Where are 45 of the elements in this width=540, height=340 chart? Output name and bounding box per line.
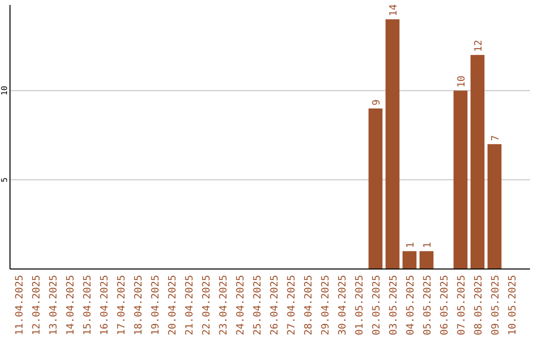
- x-tick-label: 26.04.2025: [270, 275, 280, 336]
- data-label: 7: [490, 135, 502, 142]
- x-tick-label: 14.04.2025: [66, 275, 76, 336]
- x-tick-label: 29.04.2025: [320, 275, 332, 336]
- x-tick-label: 02.05.2025: [372, 275, 382, 336]
- bar: [368, 108, 382, 269]
- bar: [402, 251, 416, 269]
- data-label: 9: [372, 99, 382, 106]
- data-label: 1: [406, 242, 416, 248]
- data-label: 12: [474, 40, 484, 52]
- x-tick-label: 23.04.2025: [218, 275, 230, 336]
- data-label: 10: [456, 76, 468, 88]
- x-tick-label: 11.04.2025: [14, 275, 26, 336]
- x-tick-label: 12.04.2025: [32, 275, 42, 336]
- x-tick-label: 01.05.2025: [354, 275, 366, 336]
- data-label: 14: [388, 4, 400, 16]
- bar: [386, 19, 400, 269]
- x-tick-label: 25.04.2025: [252, 275, 264, 336]
- x-tick-label: 18.04.2025: [134, 275, 144, 336]
- y-tick-label: 5: [0, 177, 9, 182]
- bar: [470, 54, 484, 269]
- bar: [420, 251, 434, 269]
- data-label: 1: [422, 242, 434, 248]
- x-tick-label: 05.05.2025: [422, 275, 434, 336]
- x-tick-label: 03.05.2025: [388, 275, 400, 336]
- x-tick-label: 21.04.2025: [184, 275, 196, 336]
- x-tick-label: 08.05.2025: [474, 275, 484, 336]
- x-tick-label: 28.04.2025: [304, 275, 314, 336]
- x-tick-label: 24.04.2025: [236, 275, 246, 336]
- x-tick-label: 22.04.2025: [202, 275, 212, 336]
- bar: [454, 90, 468, 269]
- x-tick-label: 07.05.2025: [456, 275, 468, 336]
- x-tick-label: 06.05.2025: [440, 275, 450, 336]
- x-tick-label: 17.04.2025: [116, 275, 128, 336]
- bar: [488, 144, 502, 269]
- x-tick-label: 27.04.2025: [286, 275, 298, 336]
- x-tick-label: 20.04.2025: [168, 275, 178, 336]
- x-tick-label: 16.04.2025: [100, 275, 110, 336]
- x-tick-label: 13.04.2025: [48, 275, 60, 336]
- x-tick-label: 04.05.2025: [406, 275, 416, 336]
- x-tick-label: 09.05.2025: [490, 275, 502, 336]
- x-tick-label: 15.04.2025: [82, 275, 94, 336]
- x-tick-label: 10.05.2025: [508, 275, 518, 336]
- x-tick-label: 30.04.2025: [338, 275, 348, 336]
- x-tick-label: 19.04.2025: [150, 275, 162, 336]
